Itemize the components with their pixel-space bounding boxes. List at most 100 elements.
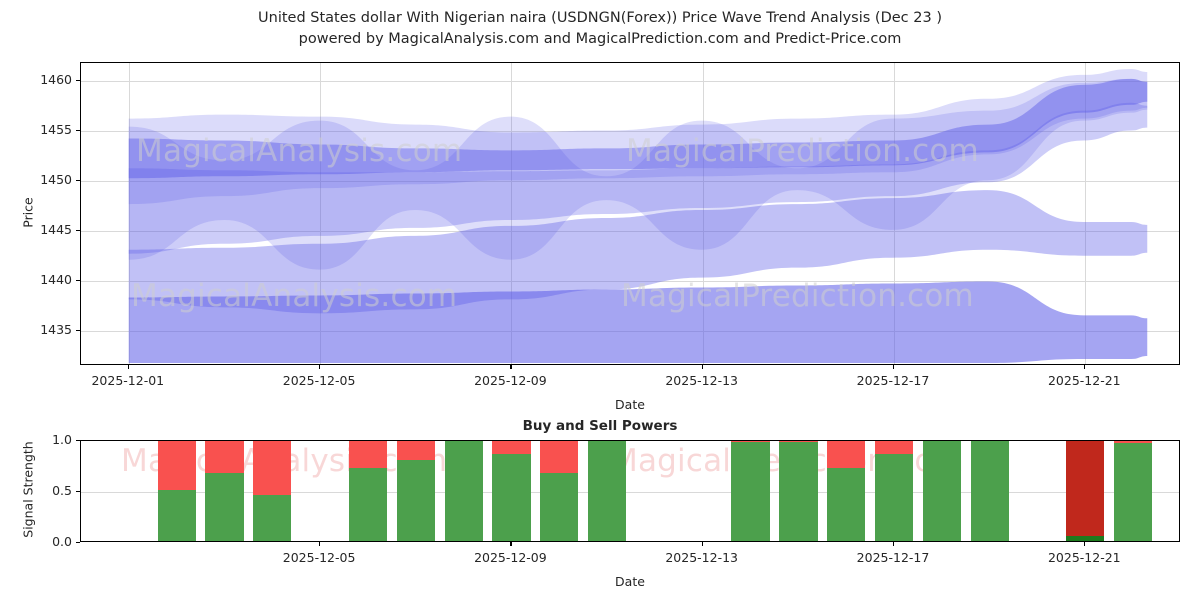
sell-power-segment xyxy=(396,441,435,461)
wave-band xyxy=(128,102,1148,254)
buy-power-segment xyxy=(588,441,627,541)
sell-power-segment xyxy=(205,441,244,473)
wave-band xyxy=(128,78,1148,179)
signal-date-tick-label: 2025-12-09 xyxy=(474,550,547,565)
buy-power-segment xyxy=(874,454,914,541)
signal-bar[interactable] xyxy=(779,441,818,541)
signal-bar[interactable] xyxy=(874,441,914,541)
sell-power-segment xyxy=(779,441,818,443)
sell-power-segment xyxy=(1066,441,1105,536)
price-tick-label: 1450 xyxy=(40,172,72,187)
signal-tick-label: 1.0 xyxy=(52,432,72,447)
signal-date-tick-mark xyxy=(510,542,512,546)
signal-bar[interactable] xyxy=(444,441,483,541)
signal-date-tick-mark xyxy=(319,542,321,546)
buy-power-segment xyxy=(731,442,770,541)
signal-date-tick-mark xyxy=(701,542,703,546)
figure-title: United States dollar With Nigerian naira… xyxy=(0,8,1200,50)
sell-power-segment xyxy=(540,441,579,473)
sell-power-segment xyxy=(157,441,196,490)
wave-band xyxy=(128,78,1148,270)
signal-date-tick-mark xyxy=(893,542,895,546)
sell-power-segment xyxy=(874,441,914,455)
buy-power-segment xyxy=(492,454,531,541)
sell-power-segment xyxy=(492,441,531,455)
date-tick-mark xyxy=(510,365,512,369)
sell-power-segment xyxy=(827,441,866,468)
signal-bar[interactable] xyxy=(1066,441,1105,541)
signal-date-tick-label: 2025-12-13 xyxy=(665,550,739,565)
date-tick-label: 2025-12-01 xyxy=(91,373,165,388)
sell-power-segment xyxy=(253,441,292,496)
buy-power-segment xyxy=(444,441,483,541)
signal-date-tick-label: 2025-12-05 xyxy=(282,550,356,565)
signal-date-tick-label: 2025-12-21 xyxy=(1047,550,1121,565)
date-tick-label: 2025-12-17 xyxy=(856,373,930,388)
buy-power-segment xyxy=(779,442,818,541)
buy-power-segment xyxy=(348,467,388,541)
gridline-horizontal xyxy=(81,181,1179,182)
signal-bar[interactable] xyxy=(205,441,244,541)
signal-tick-mark xyxy=(76,440,80,442)
buy-power-segment xyxy=(205,472,244,541)
wave-band xyxy=(128,190,1148,314)
signal-bar[interactable] xyxy=(827,441,866,541)
buy-power-segment xyxy=(157,490,196,541)
signal-bar[interactable] xyxy=(492,441,531,541)
sell-power-segment xyxy=(731,441,770,443)
signal-chart-title: Buy and Sell Powers xyxy=(522,418,678,434)
buy-power-segment xyxy=(1114,443,1153,541)
signal-bar[interactable] xyxy=(588,441,627,541)
gridline-vertical xyxy=(1085,63,1087,364)
price-axis-title: Price xyxy=(20,196,36,228)
buy-power-segment xyxy=(970,441,1009,541)
signal-tick-label: 0.0 xyxy=(52,534,72,549)
signal-date-axis-title: Date xyxy=(615,574,645,589)
date-tick-mark xyxy=(893,365,895,369)
gridline-horizontal xyxy=(81,492,1179,493)
signal-bar[interactable] xyxy=(970,441,1009,541)
signal-bar[interactable] xyxy=(731,441,770,541)
buy-power-segment xyxy=(922,441,961,541)
signal-bar[interactable] xyxy=(540,441,579,541)
date-tick-mark xyxy=(1084,365,1086,369)
signal-bar[interactable] xyxy=(157,441,196,541)
signal-axis-title: Signal Strength xyxy=(20,441,36,538)
gridline-vertical xyxy=(894,63,895,364)
date-tick-label: 2025-12-13 xyxy=(665,373,739,388)
signal-bar[interactable] xyxy=(348,441,388,541)
buy-power-segment xyxy=(1066,535,1105,541)
date-tick-label: 2025-12-21 xyxy=(1047,373,1121,388)
price-tick-label: 1455 xyxy=(40,122,72,137)
date-tick-mark xyxy=(127,365,129,369)
gridline-vertical xyxy=(320,63,322,364)
title-line-2: powered by MagicalAnalysis.com and Magic… xyxy=(298,31,902,47)
price-tick-label: 1445 xyxy=(40,222,72,237)
price-tick-mark xyxy=(76,280,80,282)
price-tick-label: 1460 xyxy=(40,72,72,87)
date-tick-mark xyxy=(701,365,703,369)
price-wave-bands xyxy=(128,68,1148,364)
signal-bar[interactable] xyxy=(253,441,292,541)
date-axis-title: Date xyxy=(615,397,645,412)
date-tick-label: 2025-12-09 xyxy=(474,373,547,388)
price-tick-mark xyxy=(76,80,80,82)
signal-bar[interactable] xyxy=(396,441,435,541)
title-line-1: United States dollar With Nigerian naira… xyxy=(258,10,942,26)
signal-bar[interactable] xyxy=(1114,441,1153,541)
gridline-horizontal xyxy=(81,131,1179,132)
sell-power-segment xyxy=(1114,441,1153,444)
buy-power-segment xyxy=(396,460,435,541)
gridline-horizontal xyxy=(81,231,1179,232)
signal-tick-mark xyxy=(76,542,80,544)
price-tick-label: 1440 xyxy=(40,272,72,287)
signal-date-tick-label: 2025-12-17 xyxy=(856,550,930,565)
price-tick-label: 1435 xyxy=(40,322,72,337)
signal-bar[interactable] xyxy=(922,441,961,541)
gridline-vertical xyxy=(702,63,704,364)
gridline-vertical xyxy=(511,63,513,364)
date-tick-label: 2025-12-05 xyxy=(282,373,356,388)
gridline-vertical xyxy=(128,63,130,364)
gridline-horizontal xyxy=(81,281,1179,282)
price-tick-mark xyxy=(76,180,80,182)
